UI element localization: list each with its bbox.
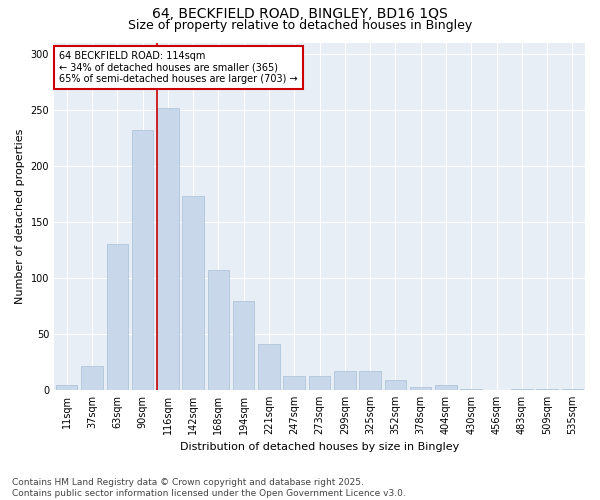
Bar: [410, 386, 431, 390]
Bar: [157, 108, 179, 390]
Text: 64 BECKFIELD ROAD: 114sqm
← 34% of detached houses are smaller (365)
65% of semi: 64 BECKFIELD ROAD: 114sqm ← 34% of detac…: [59, 51, 298, 84]
Bar: [460, 389, 482, 390]
Bar: [435, 386, 457, 390]
Bar: [81, 366, 103, 390]
Bar: [132, 130, 153, 390]
Bar: [309, 376, 330, 390]
Bar: [334, 371, 356, 390]
Bar: [511, 389, 533, 390]
Bar: [182, 196, 204, 390]
Y-axis label: Number of detached properties: Number of detached properties: [15, 128, 25, 304]
Bar: [56, 386, 77, 390]
Text: 64, BECKFIELD ROAD, BINGLEY, BD16 1QS: 64, BECKFIELD ROAD, BINGLEY, BD16 1QS: [152, 8, 448, 22]
Bar: [385, 380, 406, 390]
Bar: [536, 389, 558, 390]
Bar: [208, 270, 229, 390]
Bar: [562, 389, 583, 390]
X-axis label: Distribution of detached houses by size in Bingley: Distribution of detached houses by size …: [180, 442, 459, 452]
Bar: [107, 244, 128, 390]
Bar: [258, 344, 280, 390]
Bar: [359, 371, 381, 390]
Bar: [233, 302, 254, 390]
Bar: [283, 376, 305, 390]
Text: Size of property relative to detached houses in Bingley: Size of property relative to detached ho…: [128, 18, 472, 32]
Text: Contains HM Land Registry data © Crown copyright and database right 2025.
Contai: Contains HM Land Registry data © Crown c…: [12, 478, 406, 498]
